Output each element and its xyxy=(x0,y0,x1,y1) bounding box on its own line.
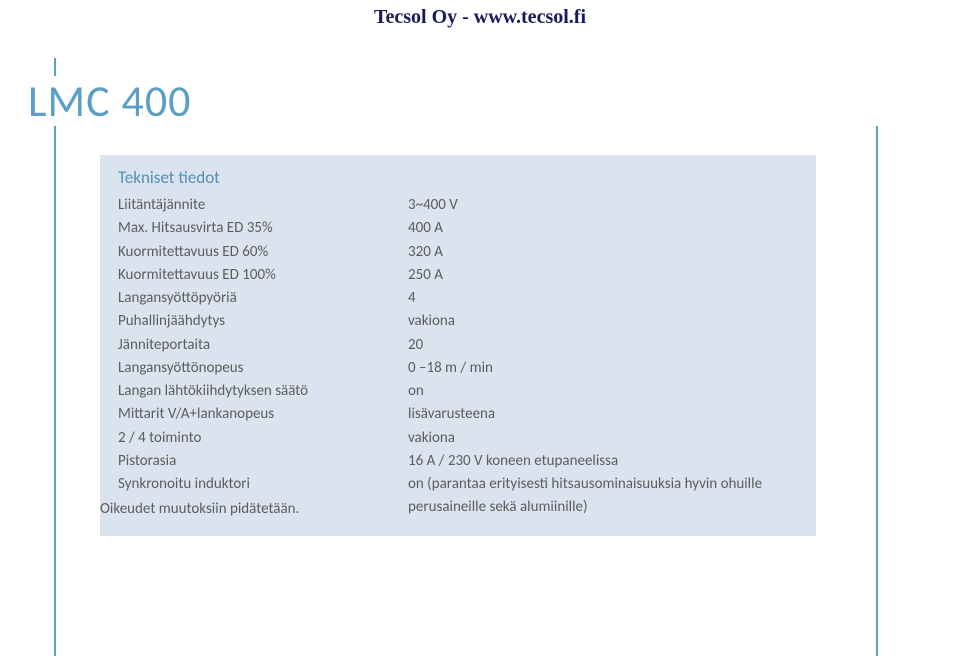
spec-row: Langansyöttönopeus 0 –18 m / min xyxy=(118,357,798,380)
spec-value: on xyxy=(408,380,798,403)
spec-value: 4 xyxy=(408,287,798,310)
rule-left xyxy=(54,126,56,656)
spec-label: Langansyöttönopeus xyxy=(118,357,408,380)
rule-right xyxy=(876,126,878,656)
spec-value: 3~400 V xyxy=(408,194,798,217)
site-header-overlay: Tecsol Oy - www.tecsol.fi xyxy=(0,6,960,29)
spec-value: 16 A / 230 V koneen etupaneelissa xyxy=(408,450,798,473)
spec-row: 2 / 4 toiminto vakiona xyxy=(118,427,798,450)
spec-value: vakiona xyxy=(408,427,798,450)
spec-value: on (parantaa erityisesti hitsausominaisu… xyxy=(408,473,798,520)
spec-label: Liitäntäjännite xyxy=(118,194,408,217)
spec-label: 2 / 4 toiminto xyxy=(118,427,408,450)
spec-label: Mittarit V/A+lankanopeus xyxy=(118,403,408,426)
product-title: LMC 400 xyxy=(28,74,191,128)
spec-row: Kuormitettavuus ED 60% 320 A xyxy=(118,241,798,264)
spec-row: Kuormitettavuus ED 100% 250 A xyxy=(118,264,798,287)
spec-label: Kuormitettavuus ED 100% xyxy=(118,264,408,287)
spec-value: lisävarusteena xyxy=(408,403,798,426)
spec-value: 320 A xyxy=(408,241,798,264)
spec-label: Puhallinjäähdytys xyxy=(118,310,408,333)
spec-row: Mittarit V/A+lankanopeus lisävarusteena xyxy=(118,403,798,426)
spec-panel: Tekniset tiedot Liitäntäjännite 3~400 V … xyxy=(100,155,816,536)
spec-value: 20 xyxy=(408,334,798,357)
spec-value: 0 –18 m / min xyxy=(408,357,798,380)
spec-row: Langan lähtökiihdytyksen säätö on xyxy=(118,380,798,403)
spec-row: Liitäntäjännite 3~400 V xyxy=(118,194,798,217)
spec-label: Langansyöttöpyöriä xyxy=(118,287,408,310)
spec-row: Langansyöttöpyöriä 4 xyxy=(118,287,798,310)
spec-value: 400 A xyxy=(408,217,798,240)
spec-row: Pistorasia 16 A / 230 V koneen etupaneel… xyxy=(118,450,798,473)
spec-row: Jänniteportaita 20 xyxy=(118,334,798,357)
spec-value: vakiona xyxy=(408,310,798,333)
spec-value: 250 A xyxy=(408,264,798,287)
spec-label: Max. Hitsausvirta ED 35% xyxy=(118,217,408,240)
spec-row: Max. Hitsausvirta ED 35% 400 A xyxy=(118,217,798,240)
spec-row: Puhallinjäähdytys vakiona xyxy=(118,310,798,333)
spec-label: Jänniteportaita xyxy=(118,334,408,357)
spec-label: Kuormitettavuus ED 60% xyxy=(118,241,408,264)
spec-heading: Tekniset tiedot xyxy=(118,167,798,188)
spec-label: Langan lähtökiihdytyksen säätö xyxy=(118,380,408,403)
spec-label: Pistorasia xyxy=(118,450,408,473)
footnote: Oikeudet muutoksiin pidätetään. xyxy=(100,500,299,518)
